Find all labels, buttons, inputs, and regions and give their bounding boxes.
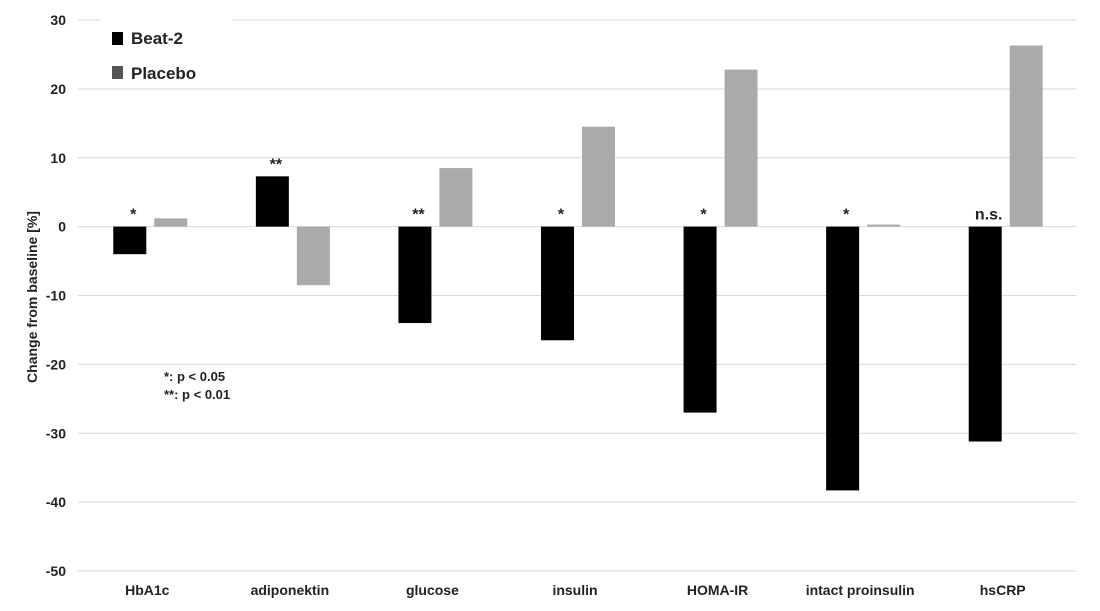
bars xyxy=(113,45,1043,491)
category-label: HbA1c xyxy=(125,582,170,598)
category-label: glucose xyxy=(406,582,459,598)
bar-beat-2-adiponektin xyxy=(255,176,289,227)
significance-note-p01: **: p < 0.01 xyxy=(164,387,230,402)
significance-markers: ***** * * * n.s. xyxy=(130,156,1002,223)
category-label: HOMA-IR xyxy=(687,582,748,598)
significance-note-p05: *: p < 0.05 xyxy=(164,369,225,384)
significance-marker: * xyxy=(558,207,565,224)
y-tick-label: -30 xyxy=(46,425,66,441)
bar-placebo-homa-ir xyxy=(724,69,758,227)
bar-beat-2-hba1c xyxy=(113,226,147,255)
category-label: hsCRP xyxy=(980,582,1026,598)
bar-placebo-glucose xyxy=(439,168,473,227)
y-tick-label: 30 xyxy=(50,12,66,28)
bar-beat-2-insulin xyxy=(541,226,574,341)
legend-swatch-placebo xyxy=(112,66,123,79)
y-tick-label: 20 xyxy=(50,81,66,97)
y-tick-label: -50 xyxy=(46,563,66,579)
legend-label-beat-2: Beat-2 xyxy=(131,29,183,48)
bar-beat-2-hscrp xyxy=(968,226,1002,442)
category-labels: HbA1c adiponektin glucose insulin HOMA-IR int… xyxy=(125,582,1026,598)
y-tick-label: 0 xyxy=(58,219,66,235)
significance-marker: n.s. xyxy=(975,207,1003,224)
legend: Beat-2 Placebo xyxy=(112,29,196,83)
bar-placebo-intact-proinsulin xyxy=(867,224,901,227)
y-tick-label: -10 xyxy=(46,288,66,304)
bar-placebo-adiponektin xyxy=(296,226,330,286)
category-label: insulin xyxy=(552,582,597,598)
bar-beat-2-intact-proinsulin xyxy=(826,226,860,491)
significance-marker: ** xyxy=(270,156,283,173)
bar-placebo-insulin xyxy=(582,126,615,227)
category-label: adiponektin xyxy=(251,582,330,598)
legend-label-placebo: Placebo xyxy=(131,64,196,83)
significance-marker: * xyxy=(843,207,850,224)
bar-beat-2-homa-ir xyxy=(683,226,717,413)
y-axis-title: Change from baseline [%] xyxy=(24,211,40,383)
y-tick-label: -20 xyxy=(46,356,66,372)
y-tick-label: -40 xyxy=(46,494,66,510)
significance-marker: * xyxy=(130,207,137,224)
significance-marker: ** xyxy=(412,207,425,224)
legend-swatch-beat-2 xyxy=(112,32,123,45)
gridlines xyxy=(78,19,1076,572)
y-tick-label: 10 xyxy=(50,150,66,166)
significance-marker: * xyxy=(700,207,707,224)
bar-placebo-hscrp xyxy=(1009,45,1043,227)
bar-beat-2-glucose xyxy=(398,226,432,324)
category-label: intact proinsulin xyxy=(806,582,915,598)
y-axis-ticks: 30 20 10 0 -10 -20 -30 -40 -50 xyxy=(46,12,66,579)
bar-placebo-hba1c xyxy=(154,218,188,227)
